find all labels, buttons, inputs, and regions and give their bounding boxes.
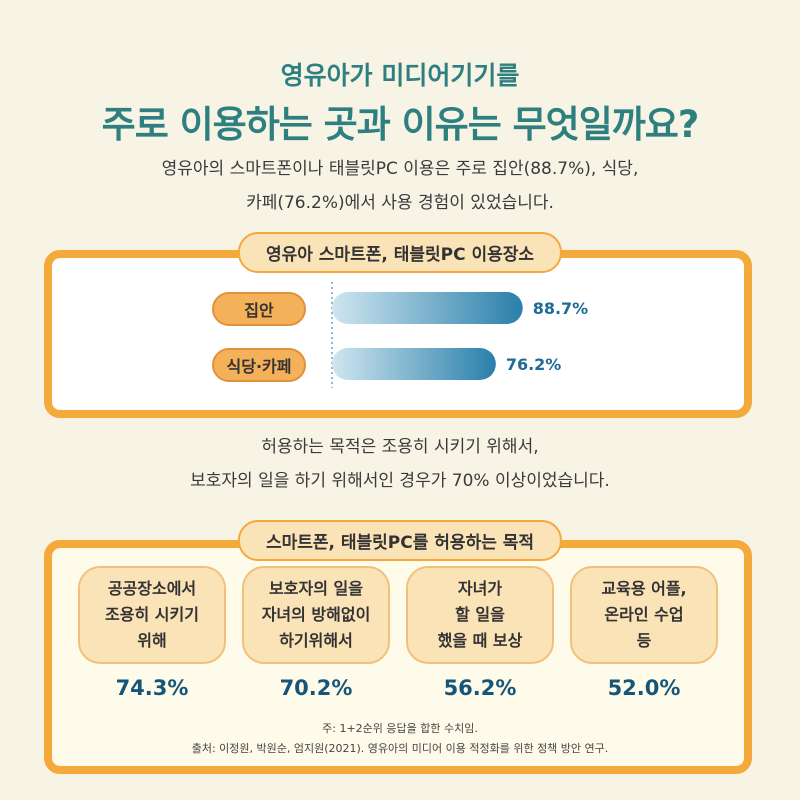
footnote: 주: 1+2순위 응답을 합한 수치임. [322, 722, 478, 735]
usage-place-bar-chart: 88.7% 76.2% [331, 282, 589, 388]
bar-value-label-1: 88.7% [533, 299, 589, 318]
bar-value-label-2: 76.2% [506, 355, 562, 374]
purpose-chart-title: 스마트폰, 태블릿PC를 허용하는 목적 [237, 520, 563, 561]
purpose-intro-line-2: 보호자의 일을 하기 위해서인 경우가 70% 이상이었습니다. [190, 471, 610, 491]
bar-2 [332, 348, 496, 380]
purpose-item-quiet: 공공장소에서 조용히 시키기 위해 [78, 566, 226, 664]
category-label-restaurant-cafe: 식당·카페 [212, 348, 306, 382]
header-subtitle: 영유아가 미디어기기를 [280, 61, 520, 90]
purpose-value-guardian-work: 70.2% [279, 676, 353, 700]
intro-text: 영유아의 스마트폰이나 태블릿PC 이용은 주로 집안(88.7%), 식당, … [0, 152, 800, 220]
intro-line-2: 카페(76.2%)에서 사용 경험이 있었습니다. [246, 193, 554, 213]
purpose-value-education: 52.0% [607, 676, 681, 700]
purpose-intro-text: 허용하는 목적은 조용히 시키기 위해서, 보호자의 일을 하기 위해서인 경우… [0, 430, 800, 498]
purpose-intro-line-1: 허용하는 목적은 조용히 시키기 위해서, [261, 437, 539, 457]
source-note: 출처: 이정원, 박원순, 엄지원(2021). 영유아의 미디어 이용 적정화… [191, 742, 609, 755]
purpose-item-reward: 자녀가 할 일을 했을 때 보상 [406, 566, 554, 664]
intro-line-1: 영유아의 스마트폰이나 태블릿PC 이용은 주로 집안(88.7%), 식당, [161, 159, 639, 179]
purpose-value-quiet: 74.3% [115, 676, 189, 700]
purpose-value-reward: 56.2% [443, 676, 517, 700]
purpose-item-guardian-work: 보호자의 일을 자녀의 방해없이 하기위해서 [242, 566, 390, 664]
usage-place-chart-title: 영유아 스마트폰, 태블릿PC 이용장소 [237, 232, 563, 273]
bar-1 [332, 292, 523, 324]
page-title: 주로 이용하는 곳과 이유는 무엇일까요? [101, 103, 700, 146]
category-label-home: 집안 [212, 292, 306, 326]
purpose-item-education: 교육용 어플, 온라인 수업 등 [570, 566, 718, 664]
